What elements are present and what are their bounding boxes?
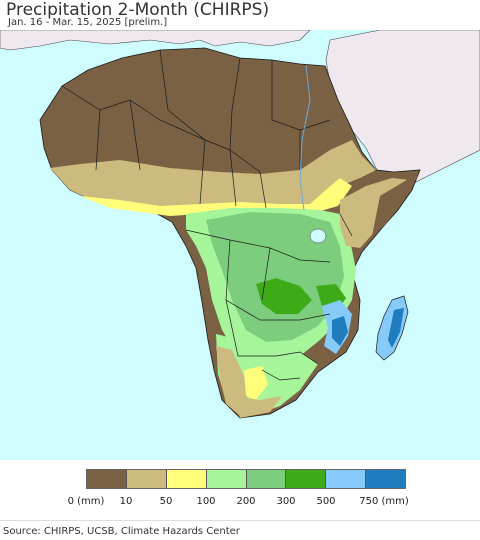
legend-tick: 50 (159, 496, 173, 507)
madagascar-dark (388, 308, 404, 348)
legend-tick: 200 (236, 496, 256, 507)
legend-tick: 750 (mm) (359, 496, 409, 507)
legend-swatch (126, 470, 167, 488)
country-borders (61, 49, 353, 381)
namibia-tan (216, 346, 248, 414)
europe-land (0, 30, 311, 51)
legend-swatch (286, 470, 327, 488)
legend-tick: 300 (276, 496, 296, 507)
header: Precipitation 2-Month (CHIRPS) Jan. 16 -… (0, 0, 480, 30)
map-title: Precipitation 2-Month (CHIRPS) (6, 0, 270, 20)
source-credit: Source: CHIRPS, UCSB, Climate Hazards Ce… (3, 526, 240, 537)
map-subtitle: Jan. 16 - Mar. 15, 2025 [prelim.] (8, 17, 168, 28)
legend-swatch (206, 470, 247, 488)
mozambique-dark-blue (332, 316, 348, 346)
legend-tick: 500 (316, 496, 336, 507)
south-yellow (244, 366, 268, 400)
legend-tick: 0 (mm) (67, 496, 105, 507)
precipitation-map (0, 30, 480, 460)
lake-victoria (309, 228, 327, 244)
somalia-brown (372, 176, 418, 236)
dark-green-patch (256, 278, 312, 314)
yellow-strip (80, 178, 352, 216)
nile-river (299, 65, 311, 211)
central-medium-green (206, 212, 344, 342)
south-tan (232, 396, 282, 418)
legend-tick: 100 (196, 496, 216, 507)
legend-tick: 10 (119, 496, 133, 507)
colorbar (86, 469, 406, 489)
sahel-band (50, 140, 376, 212)
footer: Source: CHIRPS, UCSB, Climate Hazards Ce… (0, 520, 480, 540)
legend-swatch (87, 470, 127, 488)
legend-swatch (246, 470, 287, 488)
legend-swatch (326, 470, 367, 488)
legend-swatch (166, 470, 207, 488)
legend: 0 (mm) 10 50 100 200 300 400 500 750 (mm… (0, 460, 480, 520)
legend-swatch (366, 470, 405, 488)
